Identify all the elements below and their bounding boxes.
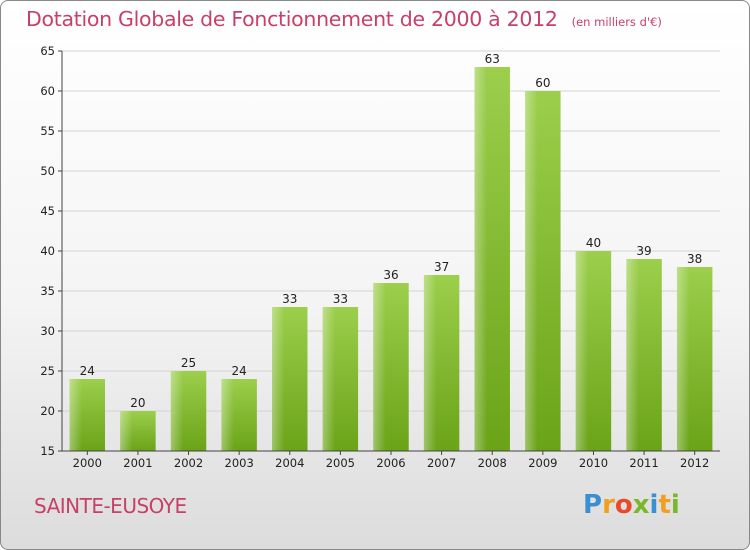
x-tick-label: 2008 [478, 456, 507, 470]
value-label: 24 [80, 364, 95, 378]
value-label: 33 [282, 292, 297, 306]
x-tick-label: 2012 [680, 456, 709, 470]
bar-highlight [423, 275, 437, 451]
axes [58, 50, 720, 455]
x-tick-label: 2004 [275, 456, 304, 470]
bar-highlight [626, 259, 639, 451]
value-label: 36 [383, 268, 398, 282]
chart-title: Dotation Globale de Fonctionnement de 20… [26, 7, 558, 31]
x-tick-label: 2006 [376, 456, 405, 470]
y-tick-label: 65 [40, 44, 55, 58]
y-tick-label: 35 [40, 284, 55, 298]
value-label: 33 [333, 292, 348, 306]
bar-highlight [69, 379, 82, 451]
x-tick-label: 2002 [174, 456, 203, 470]
value-label: 40 [586, 236, 601, 250]
y-tick-label: 40 [40, 244, 55, 258]
value-labels: 24 20 25 24 33 33 36 37 63 60 40 39 38 [80, 52, 703, 410]
value-label: 63 [485, 52, 500, 66]
x-tick-label: 2003 [225, 456, 254, 470]
bar-highlight [474, 67, 487, 451]
x-tick-label: 2001 [123, 456, 152, 470]
bar-highlight [170, 371, 184, 451]
bar-highlight [272, 307, 285, 451]
value-label: 24 [232, 364, 247, 378]
y-tick-label: 15 [40, 444, 55, 458]
bar-highlight [676, 267, 690, 451]
value-label: 39 [636, 244, 651, 258]
proxiti-logo: Proxiti [583, 490, 680, 520]
x-tick-label: 2005 [326, 456, 355, 470]
x-tick-label: 2010 [579, 456, 608, 470]
value-label: 37 [434, 260, 449, 274]
bar-highlight [120, 411, 133, 451]
y-tick-label: 45 [40, 204, 55, 218]
bar-highlight [221, 379, 234, 451]
tick-labels: 15 20 25 30 35 40 45 50 55 60 65 2000 2001 2002 2003 20… [40, 44, 709, 470]
x-tick-label: 2007 [427, 456, 456, 470]
bar-highlight [322, 307, 336, 451]
bar-highlight [525, 91, 538, 451]
value-label: 25 [181, 356, 196, 370]
value-label: 20 [130, 396, 145, 410]
x-tick-label: 2011 [629, 456, 658, 470]
chart-subtitle: (en milliers d'€) [571, 15, 662, 29]
value-label: 38 [687, 252, 702, 266]
y-tick-label: 20 [40, 404, 55, 418]
y-tick-label: 30 [40, 324, 55, 338]
y-tick-label: 55 [40, 124, 55, 138]
bars [69, 67, 713, 451]
bar-highlight [373, 283, 386, 451]
x-tick-label: 2000 [73, 456, 102, 470]
y-tick-label: 50 [40, 164, 55, 178]
title-row: Dotation Globale de Fonctionnement de 20… [26, 7, 662, 31]
commune-name: SAINTE-EUSOYE [34, 494, 187, 518]
y-tick-label: 60 [40, 84, 55, 98]
value-label: 60 [535, 76, 550, 90]
x-tick-label: 2009 [528, 456, 557, 470]
y-tick-label: 25 [40, 364, 55, 378]
bar-highlight [575, 251, 589, 451]
